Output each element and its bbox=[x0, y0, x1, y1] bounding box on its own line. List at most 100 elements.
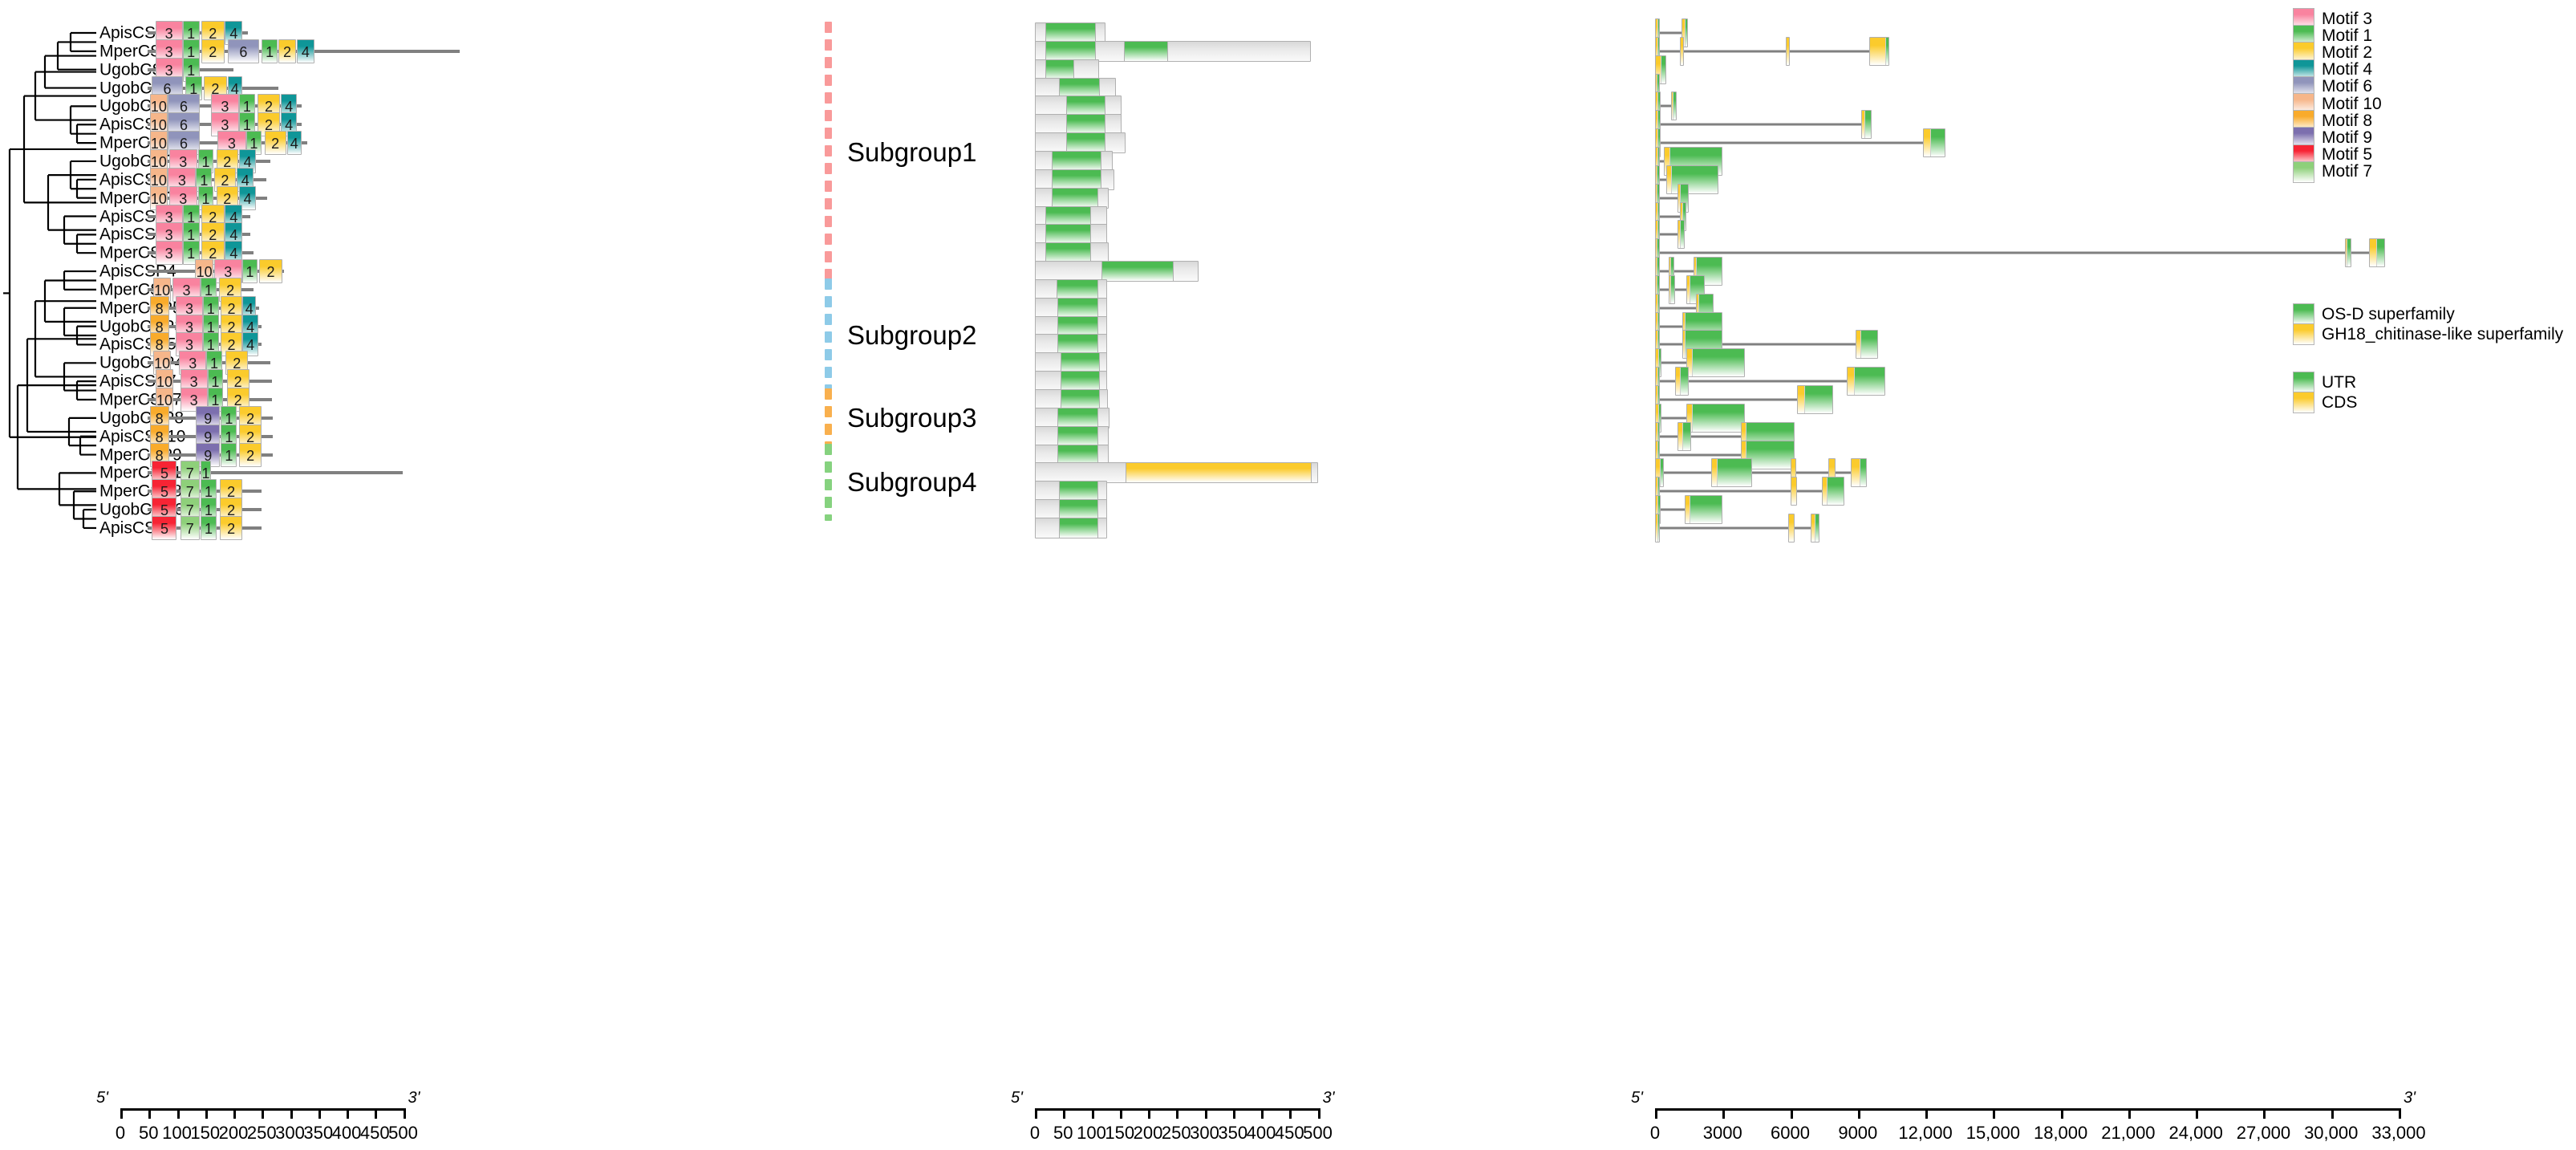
motif-box[interactable]: 8 bbox=[149, 332, 169, 357]
motif-id-label: 2 bbox=[265, 117, 274, 134]
motif-box[interactable]: 10 bbox=[149, 131, 168, 156]
motif-box[interactable]: 2 bbox=[201, 39, 225, 63]
motif-box[interactable]: 2 bbox=[264, 131, 286, 156]
exon-box[interactable] bbox=[1670, 91, 1677, 121]
exon-box[interactable] bbox=[1666, 165, 1718, 194]
exon-box[interactable] bbox=[1675, 367, 1690, 396]
motif-box[interactable]: 6 bbox=[227, 39, 259, 63]
exon-box[interactable] bbox=[1821, 477, 1844, 506]
gene-structure-row bbox=[0, 217, 1685, 252]
axis-tick bbox=[1261, 1108, 1264, 1119]
motif-box[interactable]: 10 bbox=[149, 167, 168, 192]
motif-box[interactable]: 1 bbox=[182, 241, 200, 266]
exon-box[interactable] bbox=[1655, 513, 1660, 542]
domain-box[interactable] bbox=[1057, 334, 1098, 356]
motif-box[interactable]: 10 bbox=[149, 148, 168, 173]
motif-box[interactable]: 4 bbox=[225, 21, 243, 45]
exon-box[interactable] bbox=[1787, 513, 1795, 542]
motif-box[interactable]: 7 bbox=[180, 515, 200, 540]
exon-box[interactable] bbox=[1711, 458, 1752, 488]
exon-box[interactable] bbox=[1677, 421, 1691, 451]
exon-box[interactable] bbox=[1684, 495, 1723, 525]
utr-segment bbox=[1657, 496, 1661, 524]
motif-id-label: 2 bbox=[233, 392, 242, 408]
motif-box[interactable]: 10 bbox=[149, 185, 168, 210]
cds-segment bbox=[1786, 37, 1790, 65]
motif-id-label: 2 bbox=[246, 410, 255, 427]
motif-box[interactable]: 1 bbox=[262, 39, 278, 63]
cds-segment bbox=[1811, 514, 1815, 542]
motif-box[interactable]: 4 bbox=[239, 185, 257, 210]
domain-box[interactable] bbox=[1060, 352, 1101, 374]
domain-box[interactable] bbox=[1125, 462, 1312, 484]
exon-box[interactable] bbox=[1655, 458, 1665, 488]
domain-box[interactable] bbox=[1124, 40, 1169, 62]
domain-box[interactable] bbox=[1058, 517, 1098, 538]
motif-box[interactable]: 4 bbox=[286, 131, 302, 156]
motif-box[interactable]: 1 bbox=[245, 131, 262, 156]
motif-box[interactable]: 1 bbox=[201, 515, 217, 540]
motif-box[interactable]: 2 bbox=[220, 515, 243, 540]
motif-id-label: 2 bbox=[246, 447, 255, 464]
motif-box[interactable]: 1 bbox=[239, 112, 255, 137]
motif-box[interactable]: 5 bbox=[152, 515, 177, 540]
domain-box[interactable] bbox=[1065, 132, 1106, 154]
motif-box[interactable]: 1 bbox=[207, 369, 224, 394]
exon-box[interactable] bbox=[1846, 367, 1885, 396]
exon-box[interactable] bbox=[1923, 128, 1946, 158]
exon-box[interactable] bbox=[1851, 458, 1868, 488]
motif-box[interactable]: 10 bbox=[155, 369, 174, 394]
exon-box[interactable] bbox=[1679, 36, 1685, 66]
motif-box[interactable]: 4 bbox=[242, 332, 258, 357]
motif-box[interactable]: 2 bbox=[239, 442, 262, 467]
exon-box[interactable] bbox=[1790, 477, 1797, 506]
exon-box[interactable] bbox=[1810, 513, 1820, 542]
exon-box[interactable] bbox=[1785, 36, 1791, 66]
exon-box[interactable] bbox=[1740, 440, 1795, 469]
motif-box[interactable]: 1 bbox=[201, 277, 217, 302]
cds-segment bbox=[1687, 275, 1690, 303]
exon-box[interactable] bbox=[1681, 18, 1688, 47]
axis-line bbox=[1655, 1108, 2399, 1111]
domain-box[interactable] bbox=[1045, 22, 1097, 43]
motif-id-label: 10 bbox=[156, 392, 172, 408]
exon-box[interactable] bbox=[1686, 348, 1746, 378]
motif-box[interactable]: 10 bbox=[155, 388, 174, 412]
exon-box[interactable] bbox=[2369, 238, 2386, 268]
motif-box[interactable]: 10 bbox=[152, 277, 172, 302]
domain-box[interactable] bbox=[1057, 425, 1098, 447]
exon-box[interactable] bbox=[1677, 220, 1685, 250]
exon-box[interactable] bbox=[1668, 274, 1676, 304]
motif-id-label: 3 bbox=[164, 43, 173, 60]
domain-box[interactable] bbox=[1045, 59, 1075, 80]
domain-box[interactable] bbox=[1052, 150, 1102, 172]
motif-box[interactable]: 2 bbox=[259, 259, 282, 284]
exon-box[interactable] bbox=[1856, 330, 1879, 360]
motif-box[interactable]: 1 bbox=[207, 388, 224, 412]
exon-box[interactable] bbox=[2344, 238, 2351, 268]
intron-line bbox=[1655, 471, 1868, 474]
exon-box[interactable] bbox=[1861, 110, 1872, 140]
domain-box[interactable] bbox=[1065, 95, 1106, 117]
motif-box[interactable]: 2 bbox=[278, 39, 296, 63]
domain-box[interactable] bbox=[1058, 481, 1098, 502]
subgroup-dash bbox=[825, 216, 832, 227]
motif-row: 10 6 3 1 2 4 bbox=[0, 125, 481, 161]
motif-box[interactable]: 10 bbox=[149, 94, 168, 119]
cds-segment bbox=[1656, 514, 1657, 542]
motif-box[interactable]: 4 bbox=[296, 39, 314, 63]
exon-box[interactable] bbox=[1868, 36, 1890, 66]
exon-box[interactable] bbox=[1686, 403, 1746, 433]
domain-box[interactable] bbox=[1058, 499, 1098, 521]
motif-box[interactable]: 1 bbox=[221, 442, 237, 467]
domain-box[interactable] bbox=[1065, 114, 1106, 136]
utr-segment bbox=[1803, 386, 1832, 413]
motif-box[interactable]: 3 bbox=[155, 241, 183, 266]
domain-box[interactable] bbox=[1101, 261, 1174, 282]
exon-box[interactable] bbox=[1796, 385, 1833, 414]
domain-box[interactable] bbox=[1060, 389, 1101, 410]
domain-row bbox=[0, 52, 1099, 87]
motif-box[interactable]: 1 bbox=[241, 259, 258, 284]
domain-box[interactable] bbox=[1056, 278, 1098, 300]
